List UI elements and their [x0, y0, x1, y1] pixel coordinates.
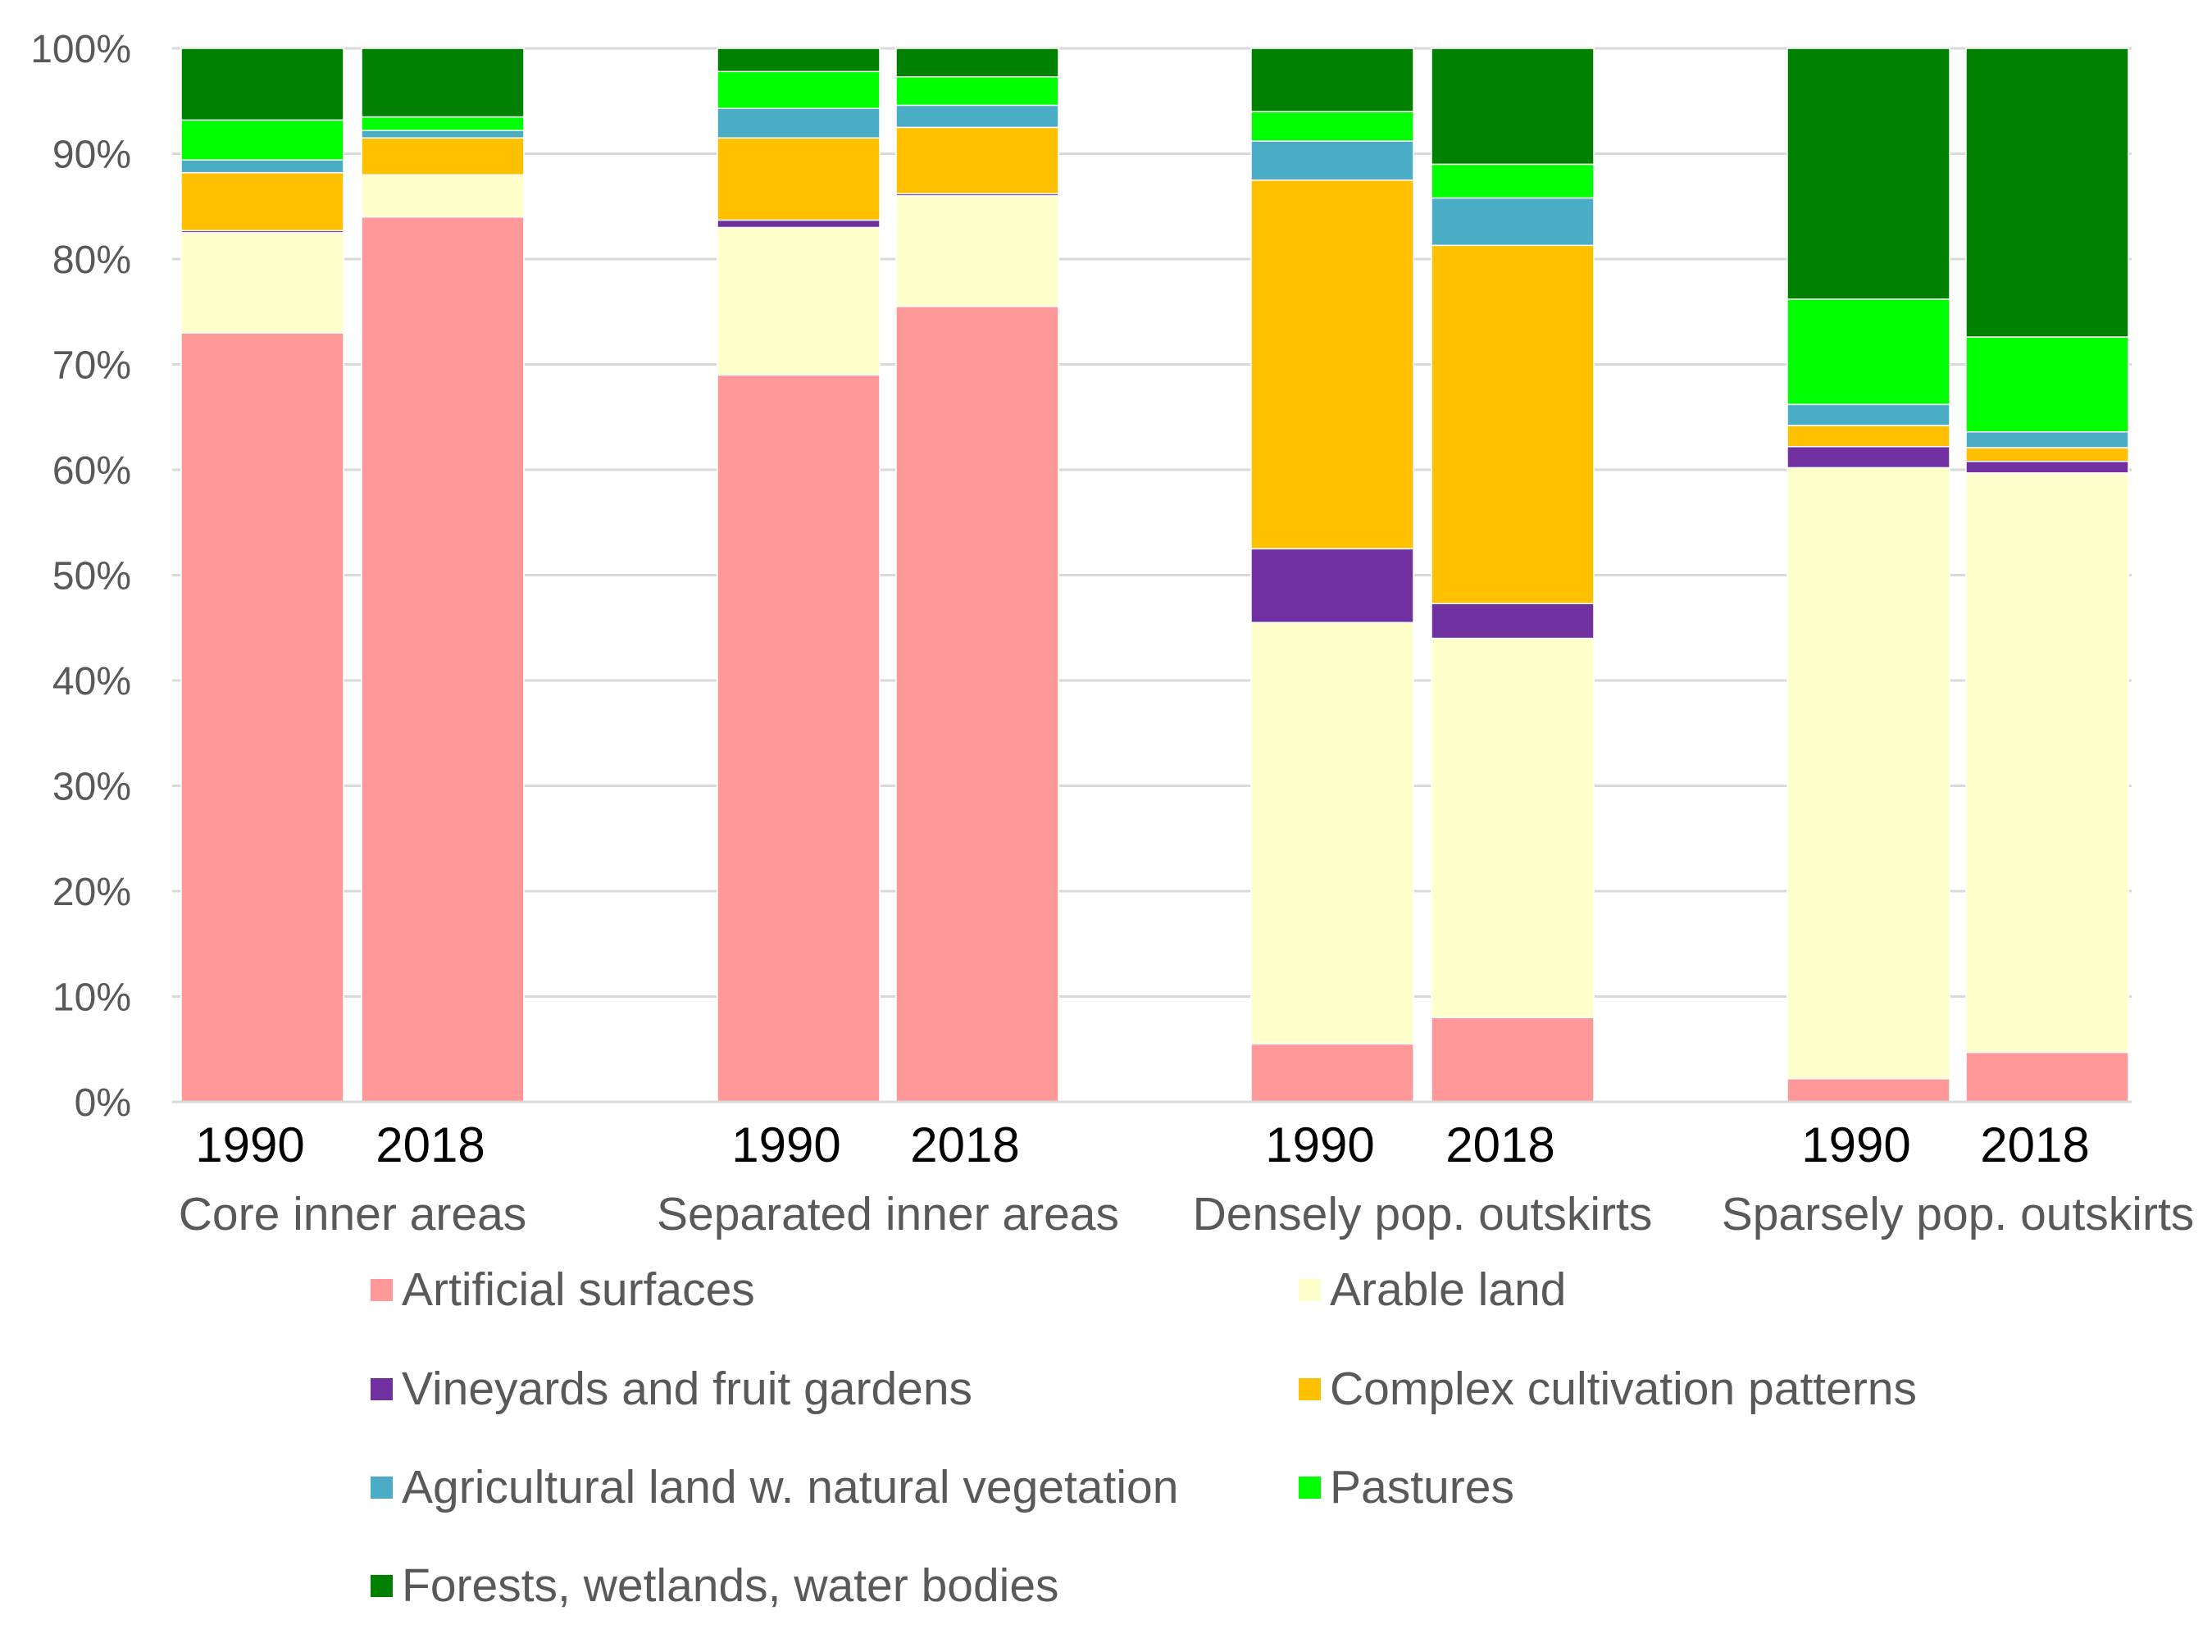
- bar-segment: [361, 137, 525, 175]
- bar-segment: [1965, 336, 2129, 433]
- y-tick-label: 90%: [52, 134, 131, 177]
- group-label: Separated inner areas: [657, 1188, 1119, 1240]
- legend-label: Forests, wetlands, water bodies: [402, 1559, 1059, 1612]
- y-tick-label: 80%: [52, 239, 131, 282]
- legend-swatch: [371, 1575, 393, 1597]
- y-tick-label: 50%: [52, 555, 131, 598]
- bar-segment: [895, 104, 1059, 129]
- legend-swatch: [1299, 1378, 1321, 1400]
- bar-segment: [361, 130, 525, 139]
- legend-swatch: [371, 1279, 393, 1301]
- y-tick-label: 10%: [52, 976, 131, 1020]
- y-tick-label: 100%: [30, 28, 131, 71]
- bar-segment: [895, 195, 1059, 307]
- bar-segment: [1786, 48, 1950, 300]
- x-tick-label: 1990: [1265, 1117, 1374, 1172]
- y-tick-label: 30%: [52, 766, 131, 809]
- y-axis: 0% 10% 20% 30% 40% 50% 60% 70% 80% 90% 100%: [30, 28, 131, 1125]
- x-tick-label: 2018: [1980, 1117, 2089, 1172]
- bars: [180, 48, 2129, 1103]
- legend-swatch: [371, 1477, 393, 1499]
- bar-segment: [1786, 466, 1950, 1080]
- bar-segment: [1786, 403, 1950, 426]
- bar-segment: [361, 174, 525, 218]
- bar-segment: [1431, 163, 1595, 199]
- bar-segment: [895, 126, 1059, 195]
- bar-segment: [1965, 447, 2129, 462]
- legend: Artificial surfaces Arable land Vineyards …: [371, 1263, 1917, 1612]
- bar-segment: [717, 137, 881, 221]
- bar-segment: [717, 107, 881, 139]
- bar-segment: [1250, 548, 1414, 624]
- bar-segment: [1965, 472, 2129, 1054]
- y-tick-label: 70%: [52, 344, 131, 388]
- bar-segment: [717, 226, 881, 376]
- legend-label: Pastures: [1330, 1461, 1514, 1513]
- bar-segment: [180, 159, 344, 174]
- bar-segment: [1250, 48, 1414, 112]
- bar-segment: [717, 48, 881, 73]
- x-tick-label: 2018: [910, 1117, 1019, 1172]
- bar-segment: [1786, 298, 1950, 406]
- x-axis: 1990 2018 Core inner areas 1990 2018 Separate…: [172, 1100, 2195, 1240]
- bar-segment: [1250, 111, 1414, 142]
- legend-label: Complex cultivation patterns: [1330, 1363, 1917, 1415]
- legend-swatch: [371, 1378, 393, 1400]
- bar-segment: [1431, 1017, 1595, 1103]
- bar-segment: [1965, 1051, 2129, 1103]
- legend-swatch: [1299, 1279, 1321, 1301]
- bar-segment: [180, 332, 344, 1103]
- x-tick-label: 1990: [1801, 1117, 1910, 1172]
- bar-segment: [180, 119, 344, 161]
- y-tick-label: 60%: [52, 449, 131, 493]
- bar-segment: [1965, 48, 2129, 338]
- bar-segment: [1431, 197, 1595, 247]
- bar-segment: [180, 232, 344, 334]
- legend-label: Artificial surfaces: [402, 1263, 755, 1316]
- bar-segment: [1965, 430, 2129, 448]
- y-tick-label: 0%: [75, 1081, 131, 1125]
- legend-label: Vineyards and fruit gardens: [402, 1363, 972, 1415]
- x-tick-label: 2018: [375, 1117, 485, 1172]
- x-tick-label: 1990: [195, 1117, 304, 1172]
- bar-segment: [895, 75, 1059, 107]
- y-tick-label: 40%: [52, 660, 131, 703]
- legend-label: Arable land: [1330, 1263, 1566, 1316]
- bar-segment: [717, 374, 881, 1103]
- bar-segment: [1250, 179, 1414, 550]
- y-tick-label: 20%: [52, 871, 131, 914]
- x-tick-label: 1990: [731, 1117, 840, 1172]
- bar-segment: [717, 219, 881, 229]
- legend-label: Agricultural land w. natural vegetation: [402, 1461, 1178, 1513]
- legend-swatch: [1299, 1477, 1321, 1499]
- bar-segment: [1431, 244, 1595, 604]
- group-label: Core inner areas: [179, 1188, 527, 1240]
- bar-segment: [717, 71, 881, 109]
- bar-segment: [361, 216, 525, 1103]
- bar-segment: [1250, 621, 1414, 1045]
- bar-segment: [1786, 425, 1950, 448]
- bar-segment: [1431, 603, 1595, 639]
- bar-segment: [1250, 140, 1414, 181]
- bar-segment: [1786, 445, 1950, 469]
- bar-segment: [1431, 48, 1595, 166]
- bar-segment: [180, 171, 344, 232]
- bar-segment: [1965, 460, 2129, 474]
- bar-segment: [180, 48, 344, 121]
- bar-segment: [895, 48, 1059, 78]
- bar-segment: [1250, 1043, 1414, 1103]
- group-label: Densely pop. outskirts: [1193, 1188, 1653, 1240]
- bar-segment: [895, 306, 1059, 1103]
- group-label: Sparsely pop. outskirts: [1722, 1188, 2195, 1240]
- bar-segment: [1431, 637, 1595, 1018]
- bar-segment: [361, 48, 525, 118]
- x-tick-label: 2018: [1445, 1117, 1554, 1172]
- bar-segment: [361, 116, 525, 131]
- bar-segment: [1786, 1077, 1950, 1103]
